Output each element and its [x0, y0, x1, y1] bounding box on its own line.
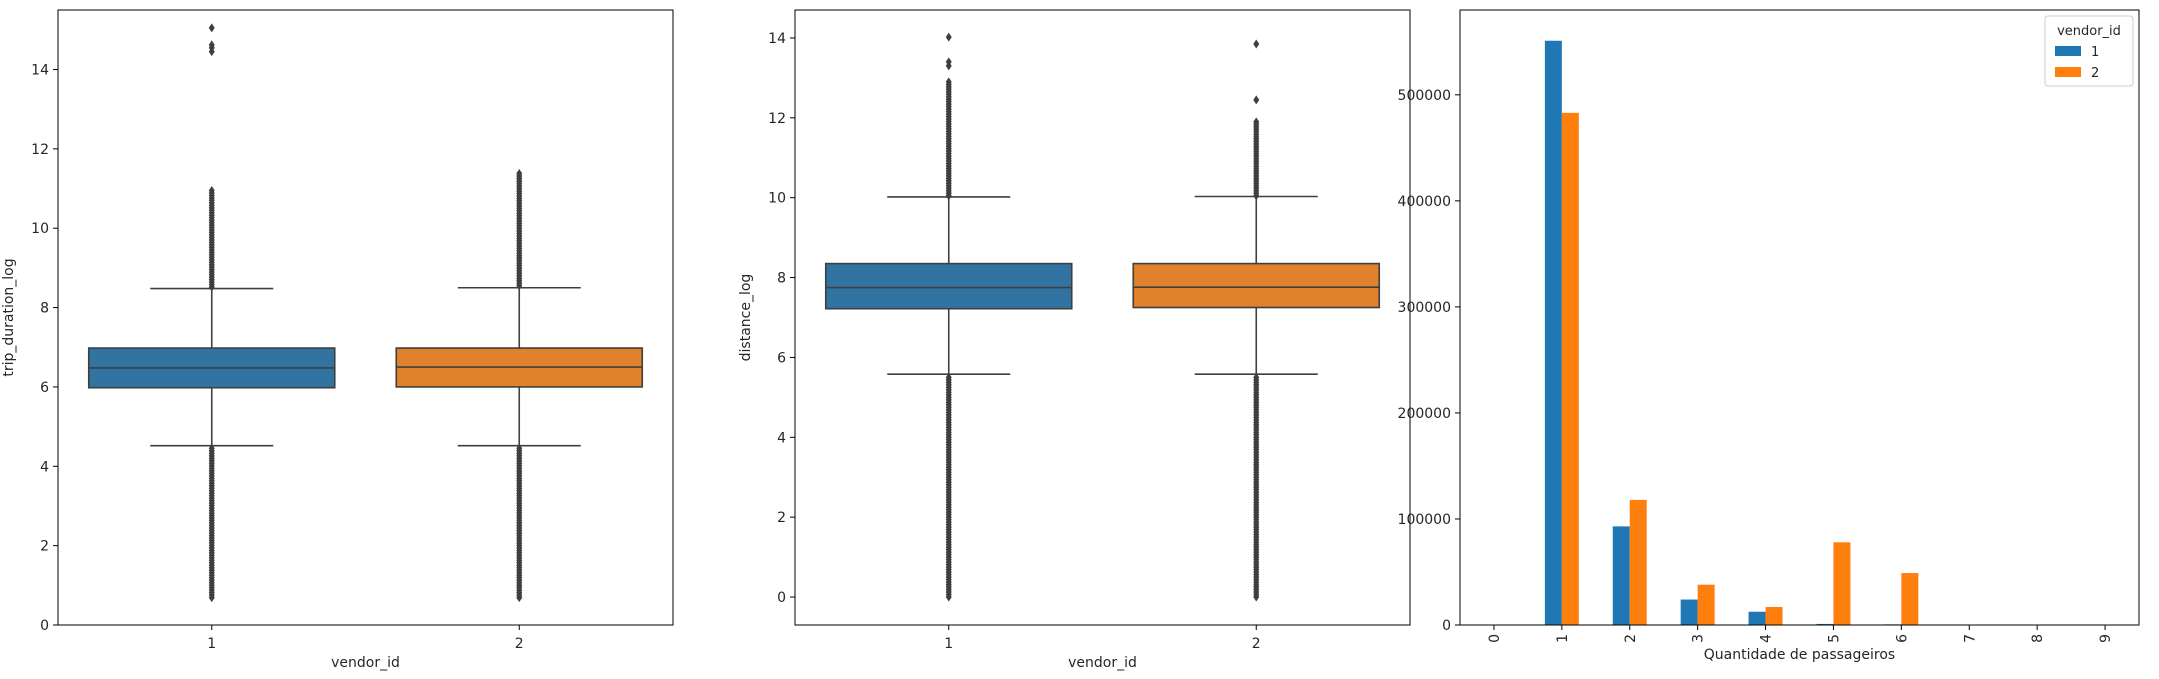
outlier-point [516, 593, 523, 603]
outlier-point [1253, 95, 1260, 105]
x-tick-label: 2 [1252, 636, 1261, 652]
x-tick-label: 5 [1826, 634, 1842, 643]
outlier-point [945, 191, 952, 201]
outlier-point [208, 282, 215, 292]
box-vendor-1 [824, 262, 1073, 310]
bar-vendor-1-passengers-5 [1816, 623, 1834, 625]
bar-vendor-1-passengers-3 [1680, 599, 1698, 625]
bar-vendor-2-passengers-3 [1697, 584, 1715, 625]
bar-vendor-2-passengers-6 [1901, 573, 1919, 625]
y-tick-label: 12 [768, 111, 786, 127]
axes-frame [794, 9, 1411, 626]
outlier-point [945, 57, 952, 67]
legend-swatch-2 [2055, 67, 2081, 77]
legend-swatch-1 [2055, 46, 2081, 56]
y-tick-label: 8 [40, 301, 49, 317]
x-tick-label: 1 [207, 636, 216, 652]
outlier-point [1253, 592, 1260, 602]
bar-vendor-2-passengers-2 [1629, 499, 1647, 625]
outlier-point [1253, 191, 1260, 201]
y-tick-label: 2 [777, 510, 786, 526]
x-tick-label: 9 [2098, 634, 2114, 643]
x-axis-label: vendor_id [331, 655, 400, 671]
x-axis-label: vendor_id [1068, 655, 1137, 671]
box-vendor-2 [1132, 262, 1381, 309]
y-tick-label: 8 [777, 271, 786, 287]
bar-vendor-1-passengers-1 [1544, 40, 1562, 625]
bar-vendor-2-passengers-1 [1561, 112, 1579, 625]
legend-title: vendor_id [2057, 24, 2121, 39]
x-tick-label: 4 [1759, 634, 1775, 643]
x-tick-label: 0 [1487, 634, 1503, 643]
outlier-point [1253, 39, 1260, 49]
x-tick-label: 3 [1691, 634, 1707, 643]
outlier-point [208, 23, 215, 33]
legend-label-1: 1 [2091, 45, 2099, 60]
y-tick-label: 12 [31, 142, 49, 158]
y-tick-label: 0 [777, 590, 786, 606]
outlier-point [208, 593, 215, 603]
outlier-point [945, 592, 952, 602]
x-tick-label: 7 [1962, 634, 1978, 643]
bar-vendor-2-passengers-5 [1833, 542, 1851, 625]
axes-frame [57, 9, 674, 626]
y-tick-label: 10 [768, 191, 786, 207]
y-tick-label: 0 [1442, 618, 1451, 634]
y-tick-label: 100000 [1398, 512, 1451, 528]
x-tick-label: 6 [1894, 634, 1910, 643]
y-tick-label: 300000 [1398, 300, 1451, 316]
y-tick-label: 4 [777, 430, 786, 446]
y-axis-label: trip_duration_log [1, 258, 17, 376]
bar-vendor-1-passengers-2 [1612, 526, 1630, 625]
x-axis-label: Quantidade de passageiros [1704, 647, 1895, 663]
outlier-point [208, 40, 215, 50]
y-tick-label: 10 [31, 221, 49, 237]
x-tick-label: 1 [944, 636, 953, 652]
y-tick-label: 2 [40, 539, 49, 555]
bar-chart-passengers: 0 100000 200000 300000 400000 500000 0 1 2 3 4 5 6 7 8… [1398, 9, 2140, 663]
x-tick-label: 8 [2030, 634, 2046, 643]
legend: vendor_id 1 2 [2044, 15, 2134, 87]
y-tick-label: 6 [40, 380, 49, 396]
y-tick-label: 200000 [1398, 406, 1451, 422]
bar-vendor-1-passengers-4 [1748, 611, 1766, 625]
y-tick-label: 14 [31, 63, 49, 79]
x-tick-label: 2 [515, 636, 524, 652]
y-tick-label: 0 [40, 618, 49, 634]
x-tick-label: 1 [1555, 634, 1571, 643]
legend-label-2: 2 [2091, 66, 2099, 81]
outlier-point [945, 32, 952, 42]
bar-vendor-2-passengers-4 [1765, 606, 1783, 625]
axes-frame [1459, 9, 2140, 626]
y-tick-label: 500000 [1398, 88, 1451, 104]
y-tick-label: 14 [768, 31, 786, 47]
y-tick-label: 6 [777, 350, 786, 366]
y-tick-label: 4 [40, 459, 49, 475]
y-axis-label: distance_log [738, 274, 754, 362]
y-tick-label: 400000 [1398, 194, 1451, 210]
x-tick-label: 2 [1623, 634, 1639, 643]
outlier-point [516, 281, 523, 291]
